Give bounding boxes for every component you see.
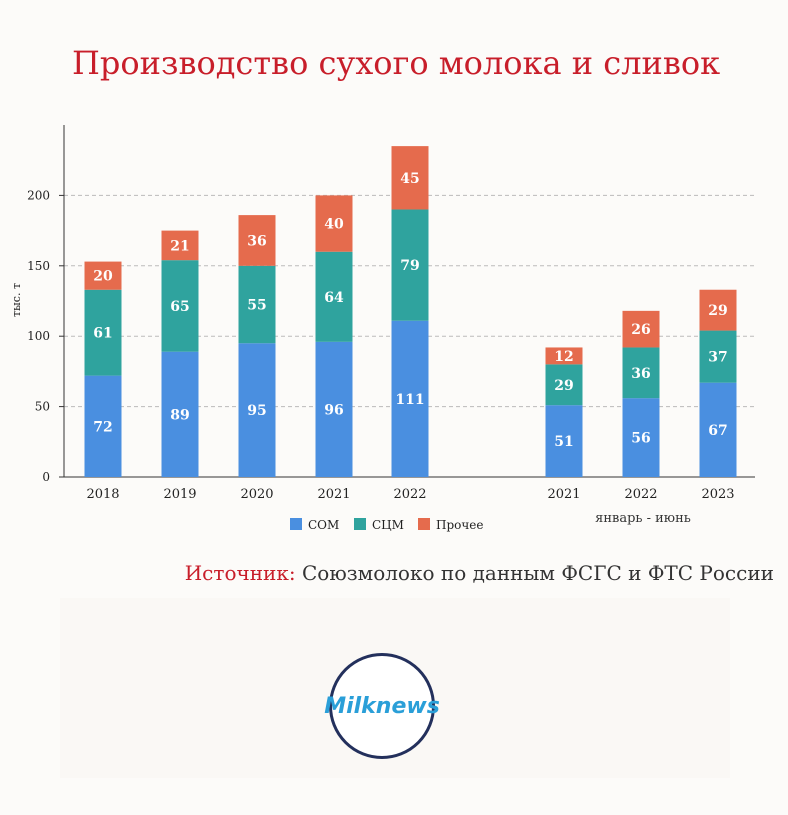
data-label: 37	[708, 350, 727, 366]
data-label: 20	[93, 269, 113, 285]
bar-СОМ	[161, 351, 199, 477]
data-label: 64	[324, 290, 344, 306]
x-tick-label: 2020	[240, 487, 273, 502]
bar-СОМ	[622, 398, 660, 477]
milknews-logo: Milknews	[324, 653, 440, 759]
bar-Прочее	[161, 230, 199, 261]
data-label: 111	[395, 392, 424, 408]
data-label: 36	[247, 233, 266, 249]
legend-label: СЦМ	[372, 518, 404, 532]
legend-swatch	[418, 518, 430, 530]
data-label: 51	[554, 434, 573, 450]
stacked-bar-chart: 0 50 100 150 200 тыс. т 72 61 20 2018 89 65 21 2019 95…	[10, 125, 755, 532]
bar-СЦМ	[699, 330, 737, 383]
data-label: 95	[247, 403, 266, 419]
legend-label: СОМ	[308, 518, 339, 532]
data-label: 55	[247, 298, 266, 314]
data-label: 45	[400, 171, 419, 187]
y-tick-label: 0	[42, 470, 50, 484]
y-tick-label: 50	[35, 400, 50, 414]
x-tick-label: 2022	[624, 487, 657, 502]
x-tick-label: 2023	[701, 487, 734, 502]
bar-Прочее	[622, 310, 660, 348]
bar-СОМ	[699, 382, 737, 477]
source-line: Источник: Союзмолоко по данным ФСГС и ФТ…	[185, 561, 774, 585]
data-label: 96	[324, 402, 343, 418]
bar-СОМ	[315, 341, 353, 477]
chart-title: Производство сухого молока и сливок	[72, 44, 721, 82]
y-tick-label: 100	[27, 329, 50, 343]
x-tick-label: 2018	[86, 487, 119, 502]
bar-Прочее	[391, 146, 429, 210]
bar-Прочее	[699, 289, 737, 331]
bar-СОМ	[84, 375, 122, 477]
data-label: 89	[170, 407, 189, 423]
data-label: 29	[554, 378, 573, 394]
bar-СЦМ	[161, 260, 199, 352]
source-text: Союзмолоко по данным ФСГС и ФТС России	[301, 561, 774, 585]
group-label: январь - июнь	[595, 511, 691, 526]
data-label: 29	[708, 303, 727, 319]
bar-СЦМ	[391, 209, 429, 321]
data-label: 26	[631, 322, 650, 338]
legend-swatch	[354, 518, 366, 530]
logo-text: Milknews	[324, 693, 440, 719]
data-label: 79	[400, 258, 419, 274]
data-label: 21	[170, 238, 189, 254]
bar-СЦМ	[622, 347, 660, 399]
bar-Прочее	[315, 195, 353, 252]
data-label: 67	[708, 423, 727, 439]
y-axis-label: тыс. т	[10, 283, 23, 317]
source-label: Источник:	[184, 561, 296, 585]
bar-СЦМ	[545, 364, 583, 406]
y-tick-label: 200	[27, 188, 50, 202]
data-label: 12	[554, 349, 573, 365]
bar-СОМ	[545, 405, 583, 477]
data-label: 65	[170, 299, 189, 315]
data-label: 61	[93, 326, 112, 342]
bar-СОМ	[238, 343, 276, 477]
bar-СОМ	[391, 320, 429, 477]
x-tick-label: 2019	[163, 487, 196, 502]
data-label: 56	[631, 431, 650, 447]
x-tick-label: 2021	[317, 487, 350, 502]
bar-Прочее	[238, 215, 276, 266]
legend-label: Прочее	[436, 518, 484, 532]
data-label: 72	[93, 419, 112, 435]
y-tick-label: 150	[27, 259, 50, 273]
x-tick-label: 2022	[393, 487, 426, 502]
data-label: 40	[324, 217, 344, 233]
data-label: 36	[631, 366, 650, 382]
bar-Прочее	[84, 261, 122, 290]
bar-Прочее	[545, 347, 583, 365]
bar-СЦМ	[238, 265, 276, 344]
legend-swatch	[290, 518, 302, 530]
x-tick-label: 2021	[547, 487, 580, 502]
bar-СЦМ	[315, 251, 353, 342]
bar-СЦМ	[84, 289, 122, 376]
